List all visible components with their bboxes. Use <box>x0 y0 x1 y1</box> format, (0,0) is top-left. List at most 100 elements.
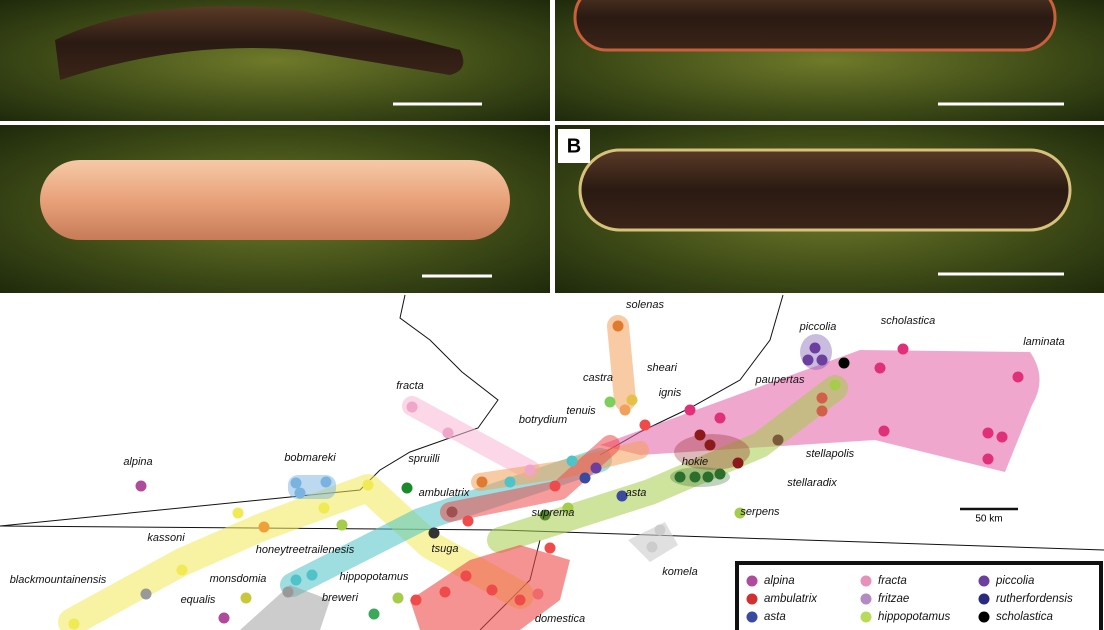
locality-dot <box>566 455 578 467</box>
legend-swatch <box>860 575 872 587</box>
locality-dot <box>406 401 418 413</box>
locality-dot <box>524 464 536 476</box>
map-label: tenuis <box>566 405 596 417</box>
locality-dot <box>772 434 784 446</box>
locality-dot <box>318 502 330 514</box>
photo-panels: B <box>0 0 1104 293</box>
millipede <box>573 0 1057 52</box>
locality-dot <box>704 439 716 451</box>
map-label: komela <box>662 566 697 578</box>
locality-dot <box>616 490 628 502</box>
locality-dot <box>368 608 380 620</box>
locality-dot <box>320 476 332 488</box>
locality-dot <box>646 541 658 553</box>
map-label: tsuga <box>432 543 459 555</box>
locality-dot <box>428 527 440 539</box>
map-label: hokie <box>682 456 708 468</box>
locality-dot <box>734 507 746 519</box>
locality-dot <box>838 357 850 369</box>
legend-swatch <box>746 575 758 587</box>
legend-label: hippopotamus <box>878 611 950 623</box>
map-label: honeytreetrailenesis <box>256 544 355 556</box>
range <box>402 396 540 480</box>
locality-dot <box>694 429 706 441</box>
locality-dot <box>258 521 270 533</box>
locality-dot <box>68 618 80 630</box>
map-label: monsdomia <box>210 573 267 585</box>
locality-dot <box>619 404 631 416</box>
locality-dot <box>802 354 814 366</box>
locality-dot <box>626 394 638 406</box>
map-label: equalis <box>181 594 216 606</box>
locality-dot <box>306 569 318 581</box>
locality-dot <box>829 379 841 391</box>
map-label: domestica <box>535 613 585 625</box>
locality-dot <box>442 427 454 439</box>
map-label: blackmountainensis <box>10 574 107 586</box>
locality-dot <box>504 476 516 488</box>
panel-label-box <box>558 129 590 163</box>
locality-dot <box>684 404 696 416</box>
locality-dot <box>486 584 498 596</box>
legend-swatch <box>746 611 758 623</box>
locality-dot <box>612 320 624 332</box>
locality-dot <box>460 570 472 582</box>
map-label: paupertas <box>755 374 805 386</box>
locality-dot <box>982 427 994 439</box>
locality-dot <box>562 502 574 514</box>
locality-dot <box>654 524 666 536</box>
locality-dot <box>816 392 828 404</box>
locality-dot <box>410 594 422 606</box>
legend-label: piccolia <box>995 575 1034 587</box>
locality-dot <box>135 480 147 492</box>
map-label: castra <box>583 372 613 384</box>
map-label: suprema <box>532 507 575 519</box>
legend-label: rutherfordensis <box>996 593 1073 605</box>
locality-dot <box>290 574 302 586</box>
legend-label: fritzae <box>878 593 909 605</box>
map-label: fracta <box>396 380 424 392</box>
range <box>440 435 620 522</box>
panel-label: B <box>567 135 581 157</box>
locality-dot <box>590 462 602 474</box>
legend-swatch <box>746 593 758 605</box>
locality-dot <box>982 453 994 465</box>
map-label: hippopotamus <box>339 571 409 583</box>
locality-dot <box>140 588 152 600</box>
map-label: stellaradix <box>787 477 837 489</box>
locality-dot <box>689 471 701 483</box>
locality-dot <box>290 477 302 489</box>
range <box>487 375 848 553</box>
legend-swatch <box>860 593 872 605</box>
locality-dot <box>544 542 556 554</box>
locality-dot <box>702 471 714 483</box>
locality-dot <box>604 396 616 408</box>
map-label: laminata <box>1023 336 1065 348</box>
legend-label: alpina <box>764 575 795 587</box>
locality-dot <box>996 431 1008 443</box>
legend-label: fracta <box>878 575 907 587</box>
locality-dot <box>446 506 458 518</box>
locality-dot <box>240 592 252 604</box>
locality-dot <box>897 343 909 355</box>
locality-dot <box>392 592 404 604</box>
map-label: kassoni <box>147 532 185 544</box>
locality-dot <box>532 588 544 600</box>
locality-dot <box>674 471 686 483</box>
map-label: scholastica <box>881 315 935 327</box>
locality-dot <box>732 457 744 469</box>
locality-dot <box>439 586 451 598</box>
map-label: solenas <box>626 299 664 311</box>
locality-dot <box>878 425 890 437</box>
locality-dot <box>639 419 651 431</box>
locality-dot <box>462 515 474 527</box>
locality-dot <box>714 412 726 424</box>
millipede <box>578 148 1072 232</box>
locality-dot <box>816 354 828 366</box>
locality-dot <box>514 594 526 606</box>
range <box>607 315 636 411</box>
locality-dot <box>362 479 374 491</box>
locality-dot <box>549 480 561 492</box>
map-label: botrydium <box>519 414 567 426</box>
locality-dot <box>336 519 348 531</box>
